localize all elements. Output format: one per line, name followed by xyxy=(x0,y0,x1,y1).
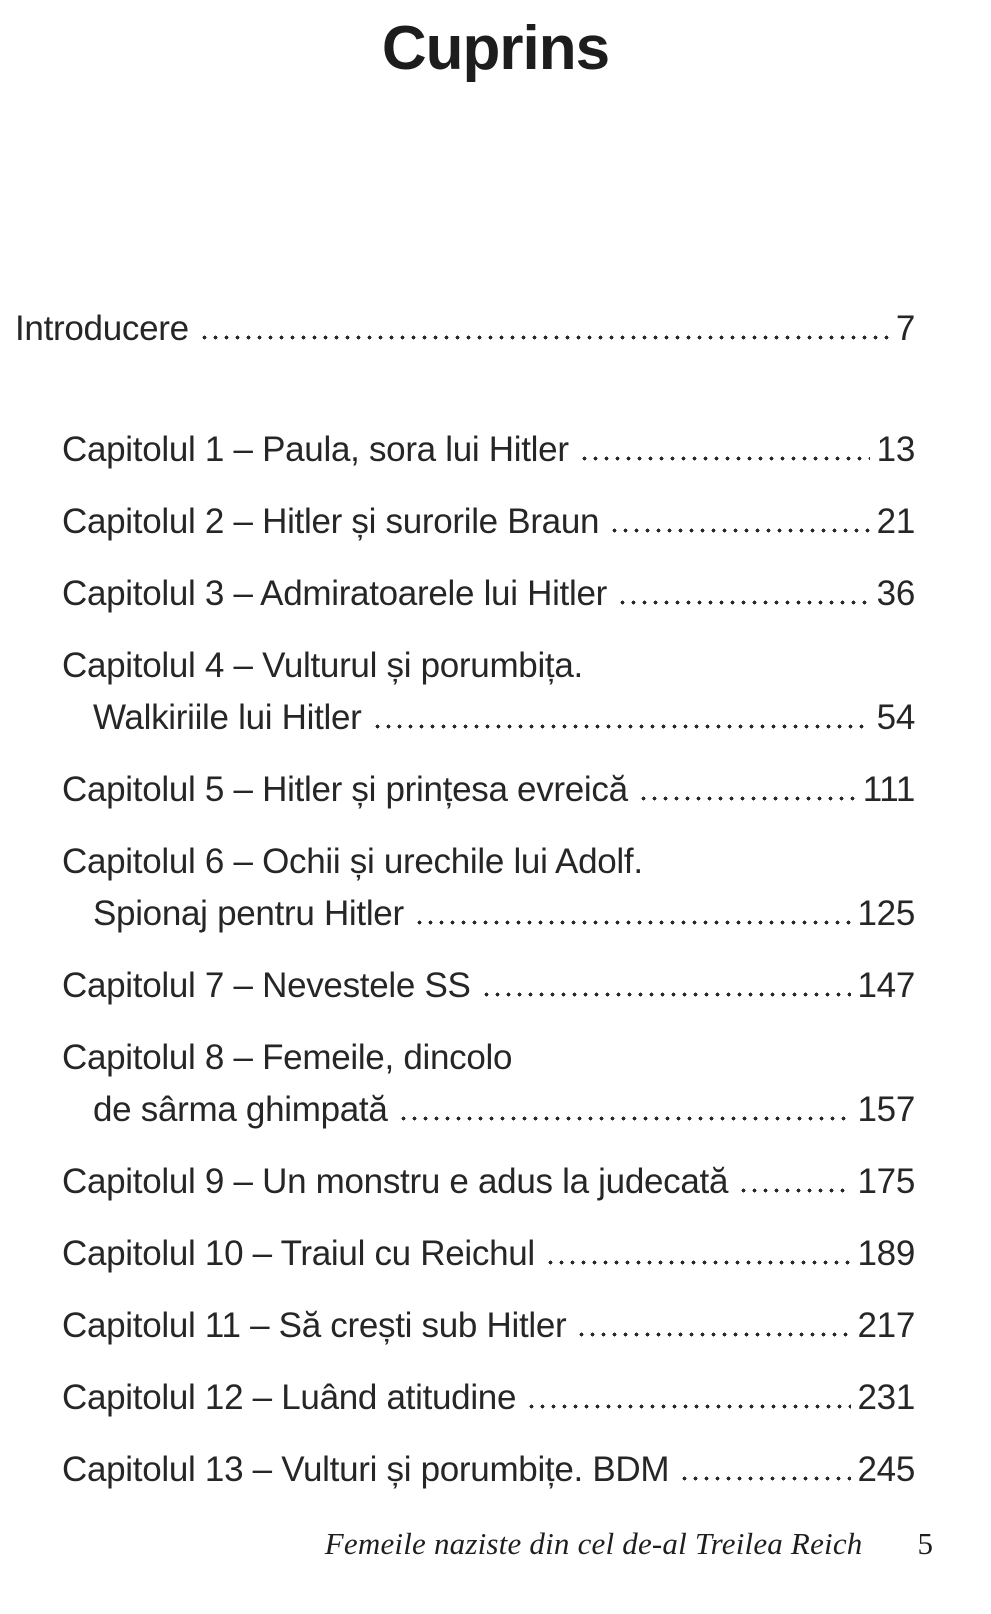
toc-entry-line: Capitolul 2 – Hitler și surorile Braun 2… xyxy=(15,496,915,548)
toc-entry-line: Introducere 7 xyxy=(15,303,915,355)
toc-entry: Capitolul 3 – Admiratoarele lui Hitler 3… xyxy=(15,568,915,620)
toc-page-number: 217 xyxy=(857,1306,916,1345)
toc-entry: Capitolul 10 – Traiul cu Reichul 189 xyxy=(15,1228,915,1280)
toc-entry-label: Capitolul 6 – Ochii și urechile lui Adol… xyxy=(62,842,643,881)
toc-entry-label: Capitolul 4 – Vulturul și porumbița. xyxy=(62,646,583,685)
toc-page-number: 111 xyxy=(862,770,916,809)
dotted-leader xyxy=(609,528,870,533)
toc-entry-label: Capitolul 9 – Un monstru e adus la judec… xyxy=(62,1162,729,1201)
toc-page-number: 36 xyxy=(876,574,916,613)
dotted-leader xyxy=(480,992,851,997)
toc-list: Introducere 7 Capitolul 1 – Paula, sora … xyxy=(0,303,991,1496)
toc-page: Cuprins Introducere 7 Capitolul 1 – Paul… xyxy=(0,14,991,1614)
toc-entry: Introducere 7 xyxy=(15,303,915,355)
toc-entry-line: Walkiriile lui Hitler 54 xyxy=(15,692,915,744)
toc-entry: Capitolul 9 – Un monstru e adus la judec… xyxy=(15,1156,915,1208)
toc-entry-label: Capitolul 8 – Femeile, dincolo xyxy=(62,1038,513,1077)
toc-entry-line: Capitolul 3 – Admiratoarele lui Hitler 3… xyxy=(15,568,915,620)
toc-entry-label: Capitolul 5 – Hitler și prințesa evreică xyxy=(62,770,628,809)
page-title: Cuprins xyxy=(381,14,610,83)
dotted-leader xyxy=(679,1476,851,1481)
toc-entry-line: de sârma ghimpată 157 xyxy=(15,1084,915,1136)
footer-page-number: 5 xyxy=(917,1526,934,1561)
dotted-leader xyxy=(526,1404,851,1409)
toc-entry: Capitolul 11 – Să crești sub Hitler 217 xyxy=(15,1300,915,1352)
toc-entry: Capitolul 13 – Vulturi și porumbițe. BDM… xyxy=(15,1444,915,1496)
toc-entry-line: Capitolul 6 – Ochii și urechile lui Adol… xyxy=(15,836,915,888)
toc-entry-line: Capitolul 10 – Traiul cu Reichul 189 xyxy=(15,1228,915,1280)
toc-entry-label: Walkiriile lui Hitler xyxy=(93,698,362,737)
toc-entry-line: Capitolul 9 – Un monstru e adus la judec… xyxy=(15,1156,915,1208)
toc-entry: Capitolul 6 – Ochii și urechile lui Adol… xyxy=(15,836,915,940)
toc-entry: Capitolul 1 – Paula, sora lui Hitler 13 xyxy=(15,424,915,476)
toc-page-number: 245 xyxy=(857,1450,916,1489)
toc-entry-label: de sârma ghimpată xyxy=(93,1090,388,1129)
toc-page-number: 189 xyxy=(857,1234,916,1273)
toc-entry-label: Capitolul 13 – Vulturi și porumbițe. BDM xyxy=(62,1450,670,1489)
toc-entry-label: Capitolul 2 – Hitler și surorile Braun xyxy=(62,502,600,541)
toc-page-number: 125 xyxy=(857,894,916,933)
toc-page-number: 175 xyxy=(857,1162,916,1201)
dotted-leader xyxy=(578,456,870,461)
toc-entry-label: Capitolul 12 – Luând atitudine xyxy=(62,1378,517,1417)
footer-book-title: Femeile naziste din cel de-al Treilea Re… xyxy=(324,1526,863,1561)
dotted-leader xyxy=(738,1188,851,1193)
toc-entry: Capitolul 7 – Nevestele SS 147 xyxy=(15,960,915,1012)
dotted-leader xyxy=(616,600,870,605)
toc-entry-label: Capitolul 10 – Traiul cu Reichul xyxy=(62,1234,535,1273)
toc-entry-line: Capitolul 7 – Nevestele SS 147 xyxy=(15,960,915,1012)
dotted-leader xyxy=(637,796,856,801)
toc-page-number: 157 xyxy=(857,1090,916,1129)
toc-page-number: 13 xyxy=(876,430,916,469)
toc-page-number: 21 xyxy=(876,502,916,541)
toc-entry-label: Capitolul 11 – Să crești sub Hitler xyxy=(62,1306,567,1345)
toc-entry-line: Capitolul 4 – Vulturul și porumbița. xyxy=(15,640,915,692)
footer: Femeile naziste din cel de-al Treilea Re… xyxy=(0,1522,991,1566)
toc-entry-line: Capitolul 1 – Paula, sora lui Hitler 13 xyxy=(15,424,915,476)
toc-entry: Capitolul 2 – Hitler și surorile Braun 2… xyxy=(15,496,915,548)
toc-entry-label: Capitolul 3 – Admiratoarele lui Hitler xyxy=(62,574,607,613)
toc-entry: Capitolul 5 – Hitler și prințesa evreică… xyxy=(15,764,915,816)
toc-entry-line: Spionaj pentru Hitler 125 xyxy=(15,888,915,940)
toc-entry-line: Capitolul 8 – Femeile, dincolo xyxy=(15,1032,915,1084)
toc-entry: Capitolul 4 – Vulturul și porumbița. Wal… xyxy=(15,640,915,744)
dotted-leader xyxy=(544,1260,851,1265)
toc-entry-label: Introducere xyxy=(15,309,189,348)
toc-page-number: 231 xyxy=(857,1378,916,1417)
toc-entry: Capitolul 12 – Luând atitudine 231 xyxy=(15,1372,915,1424)
toc-entry-line: Capitolul 13 – Vulturi și porumbițe. BDM… xyxy=(15,1444,915,1496)
toc-page-number: 147 xyxy=(857,966,916,1005)
toc-entry-line: Capitolul 11 – Să crești sub Hitler 217 xyxy=(15,1300,915,1352)
dotted-leader xyxy=(198,335,889,340)
toc-entry-label: Spionaj pentru Hitler xyxy=(93,894,404,933)
dotted-leader xyxy=(397,1116,851,1121)
toc-entry-label: Capitolul 7 – Nevestele SS xyxy=(62,966,471,1005)
dotted-leader xyxy=(576,1332,851,1337)
toc-entry-label: Capitolul 1 – Paula, sora lui Hitler xyxy=(62,430,569,469)
toc-entry-line: Capitolul 12 – Luând atitudine 231 xyxy=(15,1372,915,1424)
toc-page-number: 7 xyxy=(895,309,915,348)
toc-entry-line: Capitolul 5 – Hitler și prințesa evreică… xyxy=(15,764,915,816)
toc-page-number: 54 xyxy=(876,698,916,737)
dotted-leader xyxy=(371,724,870,729)
dotted-leader xyxy=(413,920,851,925)
toc-entry: Capitolul 8 – Femeile, dincolo de sârma … xyxy=(15,1032,915,1136)
